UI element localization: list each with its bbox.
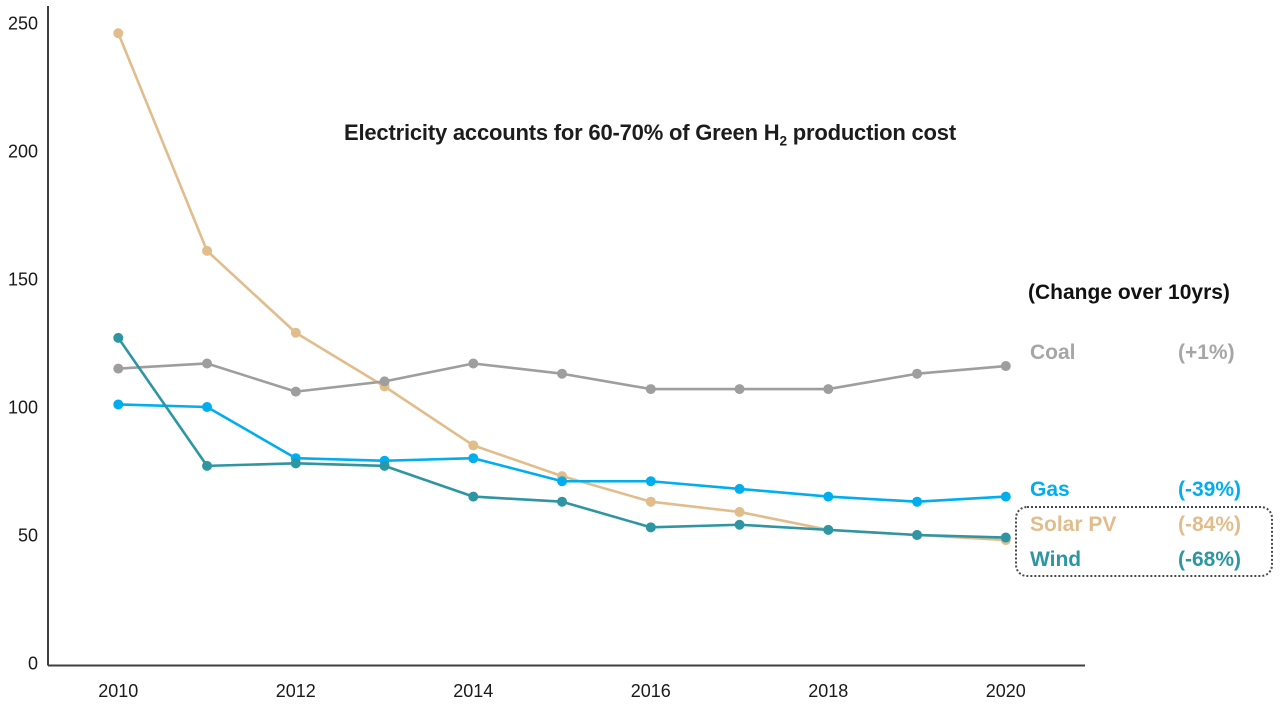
data-point-gas xyxy=(557,476,568,487)
legend-item-coal: Coal (+1%) xyxy=(1030,339,1262,367)
data-point-gas xyxy=(912,496,923,507)
legend-item-solar-pv: Solar PV (-84%) xyxy=(1030,511,1262,539)
x-tick-label: 2010 xyxy=(98,681,138,701)
data-point-gas xyxy=(202,402,213,412)
data-point-wind xyxy=(468,491,479,502)
data-point-solar-pv xyxy=(290,327,301,338)
data-point-solar-pv xyxy=(113,28,124,39)
data-point-coal xyxy=(645,384,656,395)
legend-change-gas: (-39%) xyxy=(1178,478,1242,501)
legend-item-gas: Gas (-39%) xyxy=(1030,476,1262,504)
y-tick-label: 150 xyxy=(8,269,38,289)
data-point-coal xyxy=(468,358,479,369)
chart-title-text: Electricity accounts for 60-70% of Green… xyxy=(344,120,780,145)
data-point-solar-pv xyxy=(468,440,479,451)
data-point-solar-pv xyxy=(734,506,745,517)
legend-label-coal: Coal xyxy=(1030,341,1076,364)
data-point-gas xyxy=(734,483,745,494)
data-point-wind xyxy=(557,496,568,507)
data-point-coal xyxy=(202,358,213,369)
data-point-wind xyxy=(734,519,745,530)
data-point-gas xyxy=(113,399,124,410)
data-point-wind xyxy=(1000,532,1011,543)
x-tick-label: 2016 xyxy=(631,681,671,701)
data-point-coal xyxy=(1000,361,1011,372)
legend-header: (Change over 10yrs) xyxy=(1028,281,1230,304)
data-point-coal xyxy=(379,376,390,387)
data-point-wind xyxy=(290,458,301,469)
data-point-wind xyxy=(823,524,834,535)
data-point-solar-pv xyxy=(202,245,213,256)
y-tick-label: 100 xyxy=(8,397,38,417)
data-point-gas xyxy=(645,476,656,487)
legend-item-wind: Wind (-68%) xyxy=(1030,546,1262,574)
data-point-coal xyxy=(912,368,923,379)
y-tick-label: 0 xyxy=(28,653,38,673)
x-tick-label: 2018 xyxy=(808,681,848,701)
data-point-wind xyxy=(912,530,923,540)
data-point-gas xyxy=(1000,491,1011,502)
x-tick-label: 2014 xyxy=(453,681,493,701)
data-point-gas xyxy=(468,453,479,464)
legend-change-solar-pv: (-84%) xyxy=(1178,513,1242,536)
data-point-coal xyxy=(113,363,124,374)
legend-change-wind: (-68%) xyxy=(1178,548,1242,571)
series-line-wind xyxy=(117,336,1008,539)
data-point-coal xyxy=(290,386,301,397)
data-point-coal xyxy=(557,368,568,379)
data-point-wind xyxy=(113,332,124,343)
y-tick-label: 250 xyxy=(8,13,38,33)
legend-label-gas: Gas xyxy=(1030,478,1070,501)
legend-label-solar-pv: Solar PV xyxy=(1030,513,1117,536)
data-point-coal xyxy=(734,384,745,395)
x-tick-label: 2012 xyxy=(276,681,316,701)
chart-title-subscript: 2 xyxy=(779,133,787,149)
series-line-gas xyxy=(117,403,1008,504)
data-point-wind xyxy=(202,460,213,471)
y-tick-label: 50 xyxy=(18,525,38,545)
legend-label-wind: Wind xyxy=(1030,548,1082,571)
legend-change-coal: (+1%) xyxy=(1178,341,1235,364)
chart-title: Electricity accounts for 60-70% of Green… xyxy=(250,120,1050,149)
data-point-coal xyxy=(823,384,834,395)
data-point-wind xyxy=(645,522,656,533)
data-point-wind xyxy=(379,460,390,471)
x-tick-label: 2020 xyxy=(986,681,1026,701)
chart-title-text-end: production cost xyxy=(786,120,956,145)
data-point-gas xyxy=(823,491,834,502)
data-point-solar-pv xyxy=(645,496,656,507)
y-tick-label: 200 xyxy=(8,141,38,161)
